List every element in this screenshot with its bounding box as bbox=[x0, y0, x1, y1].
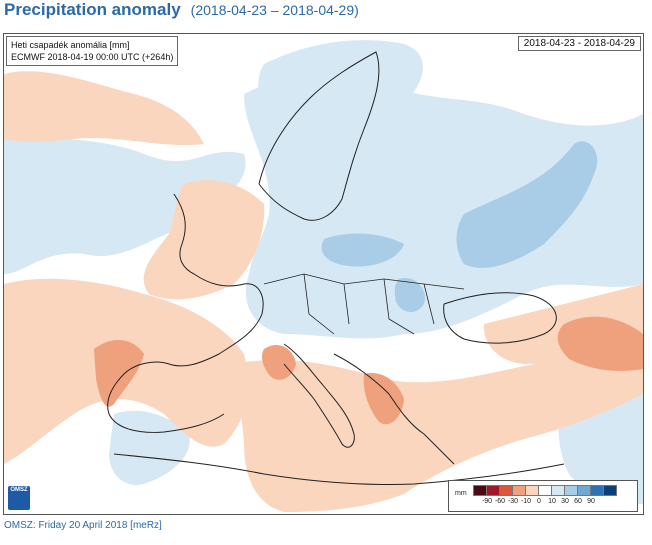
legend-swatch bbox=[577, 485, 591, 496]
omsz-logo-text: OMSZ bbox=[10, 487, 28, 493]
wet-region-carpathian-strong bbox=[394, 278, 425, 313]
page-title: Precipitation anomaly bbox=[4, 0, 181, 19]
dry-region-northwest-atlantic bbox=[4, 71, 204, 146]
legend-tick-label: 90 bbox=[587, 498, 595, 505]
wet-region-poland-strong bbox=[321, 233, 404, 267]
forecast-period: (2018-04-23 – 2018-04-29) bbox=[190, 2, 359, 18]
map-canvas bbox=[4, 34, 643, 514]
precipitation-anomaly-map: Heti csapadék anomália [mm] ECMWF 2018-0… bbox=[3, 33, 644, 515]
map-info-box: Heti csapadék anomália [mm] ECMWF 2018-0… bbox=[6, 36, 179, 66]
legend-tick-label: -10 bbox=[520, 498, 532, 505]
dry-region-balkans-strong bbox=[363, 373, 404, 425]
dry-region-mediterranean bbox=[234, 354, 643, 512]
coastline-north-africa bbox=[113, 453, 565, 486]
wet-region-scandinavia bbox=[258, 40, 423, 177]
legend-swatch bbox=[486, 485, 500, 496]
coastline-balkans-greece bbox=[333, 353, 455, 465]
coastline-black-sea bbox=[443, 292, 557, 344]
legend-unit: mm bbox=[455, 490, 467, 497]
wet-region-russia-strong bbox=[456, 141, 598, 268]
map-info-model-run: ECMWF 2018-04-19 00:00 UTC (+264h) bbox=[11, 52, 174, 62]
legend-swatch bbox=[603, 485, 617, 496]
legend-swatch bbox=[538, 485, 552, 496]
map-info-title: Heti csapadék anomália [mm] bbox=[11, 40, 130, 50]
legend-tick-label: -30 bbox=[507, 498, 519, 505]
legend-swatch bbox=[525, 485, 539, 496]
legend-tick-label: -90 bbox=[481, 498, 493, 505]
omsz-logo: OMSZ bbox=[8, 486, 30, 510]
legend-ticks: -90 -60 -30 -10 0 10 30 60 90 bbox=[473, 498, 643, 508]
footer-credit: OMSZ: Friday 20 April 2018 [meRz] bbox=[4, 520, 162, 531]
legend-swatch bbox=[473, 485, 487, 496]
legend-tick-label: 0 bbox=[537, 498, 541, 505]
legend-swatch bbox=[590, 485, 604, 496]
legend-tick-label: 10 bbox=[548, 498, 556, 505]
coastline-western-europe bbox=[107, 193, 264, 433]
legend-swatch bbox=[564, 485, 578, 496]
map-date-range: 2018-04-23 - 2018-04-29 bbox=[517, 36, 641, 51]
dry-region-caucasus-strong bbox=[557, 316, 643, 371]
border-lines-central-europe bbox=[263, 273, 465, 335]
color-legend: mm -90 -60 -30 -10 0 10 30 60 90 bbox=[448, 480, 638, 512]
dry-region-uk-france bbox=[143, 180, 265, 300]
wet-region-north-atlantic bbox=[4, 124, 246, 274]
legend-swatch bbox=[551, 485, 565, 496]
coastline-scandinavia bbox=[258, 51, 380, 221]
legend-swatch bbox=[499, 485, 513, 496]
dry-region-spain-strong bbox=[94, 339, 144, 407]
legend-tick-label: 30 bbox=[561, 498, 569, 505]
page-header: Precipitation anomaly (2018-04-23 – 2018… bbox=[4, 0, 359, 24]
dry-region-italy-strong bbox=[262, 344, 296, 380]
legend-tick-label: 60 bbox=[574, 498, 582, 505]
legend-swatches bbox=[473, 485, 617, 496]
legend-swatch bbox=[512, 485, 526, 496]
coastline-italy bbox=[283, 343, 355, 448]
legend-tick-label: -60 bbox=[494, 498, 506, 505]
